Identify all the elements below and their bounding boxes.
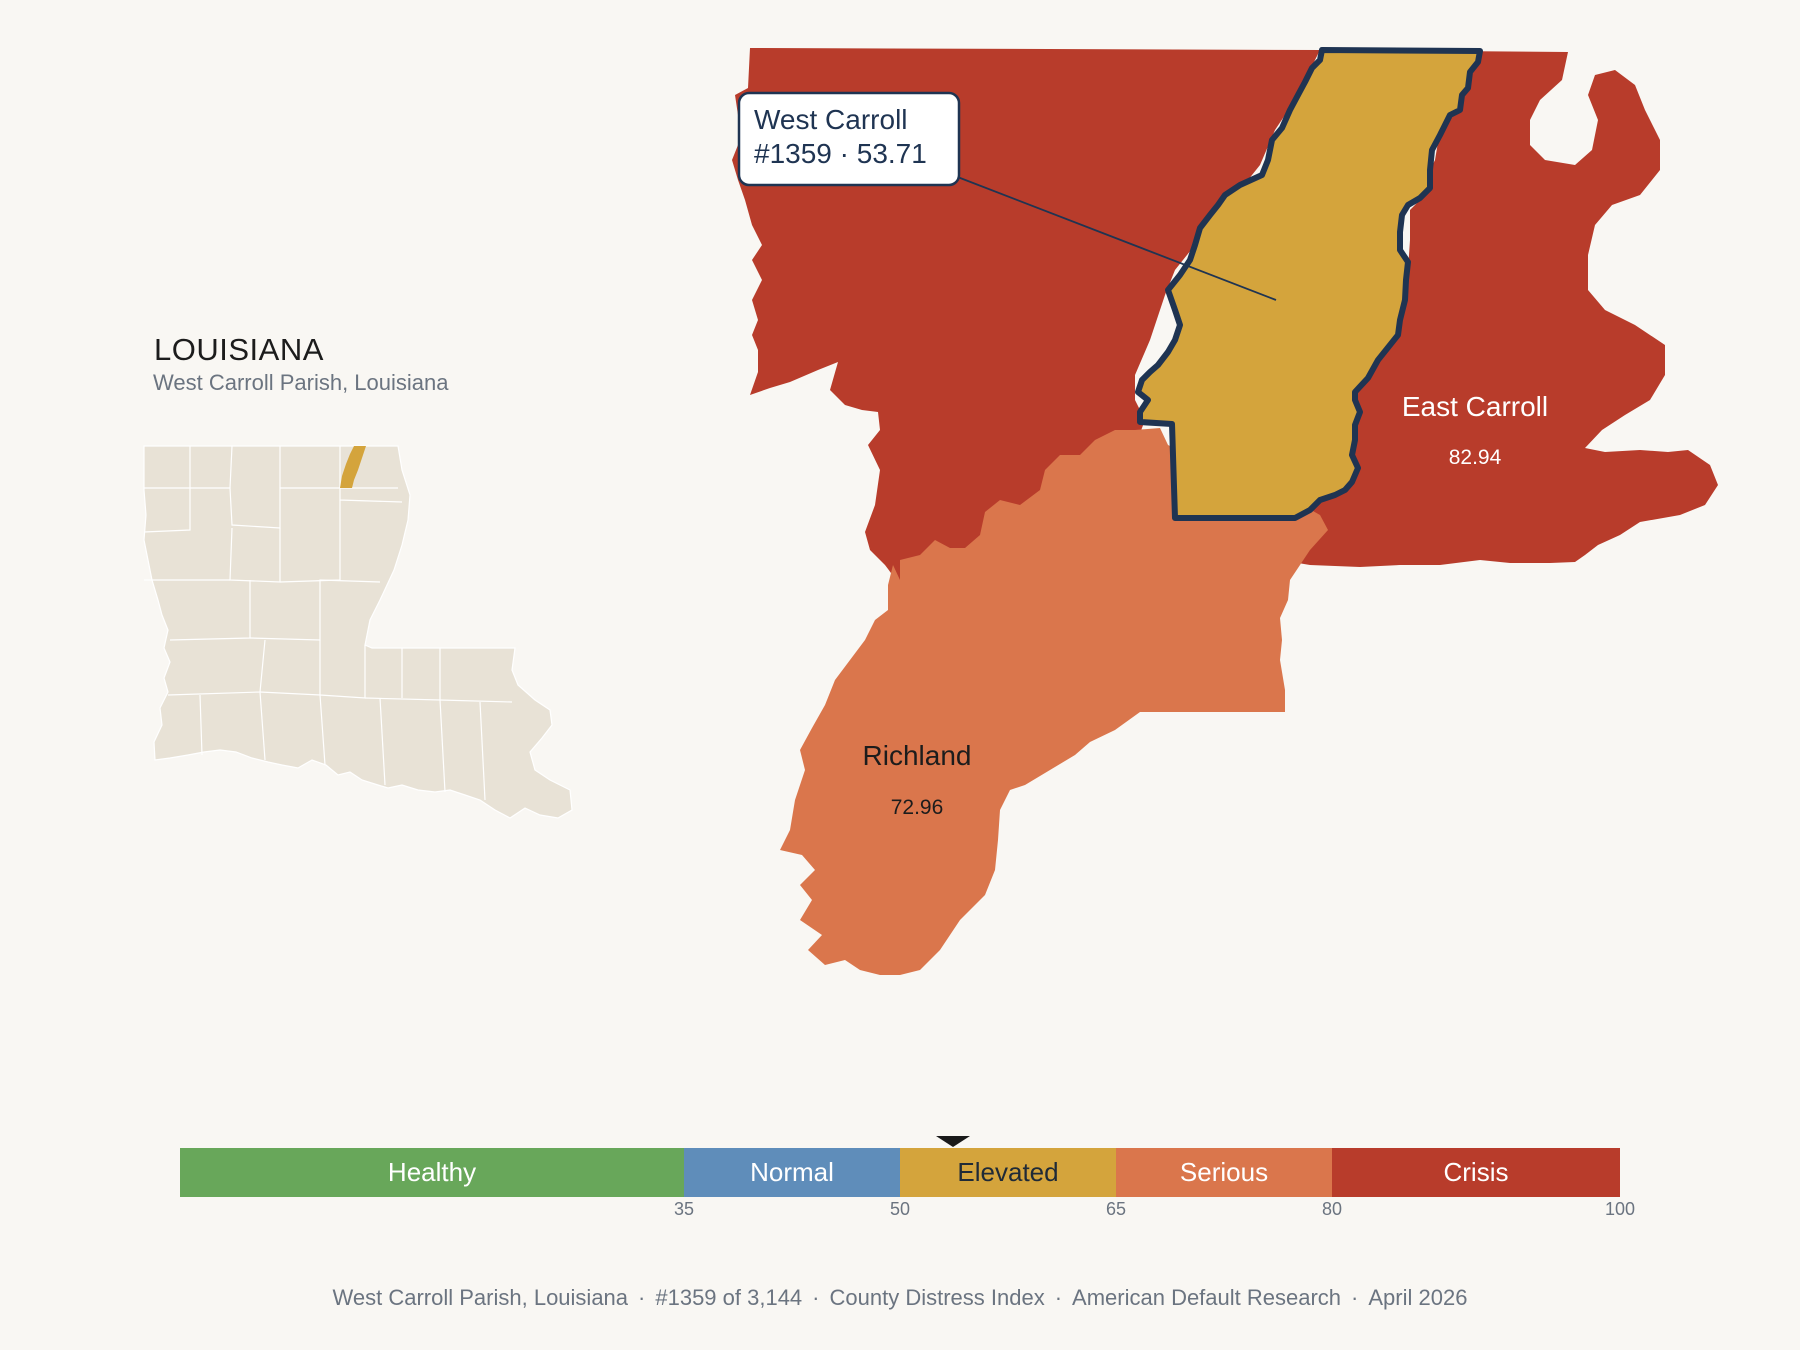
footer-caption: West Carroll Parish, Louisiana · #1359 of … (332, 1285, 1468, 1310)
footer-index: County Distress Index (829, 1285, 1045, 1310)
legend-segment-serious: Serious (1116, 1148, 1332, 1197)
state-subtitle: West Carroll Parish, Louisiana (153, 370, 449, 395)
footer-source: American Default Research (1072, 1285, 1342, 1310)
legend-label-normal: Normal (750, 1157, 834, 1187)
callout-rank-score: #1359 · 53.71 (754, 138, 927, 169)
parish-east-carroll[interactable] (1280, 50, 1718, 567)
legend-bar: Healthy Normal Elevated Serious Crisis (180, 1148, 1620, 1197)
parish-richland[interactable] (780, 428, 1328, 975)
louisiana-state-shape (143, 445, 573, 819)
parish-score-east-carroll: 82.94 (1449, 446, 1502, 469)
callout-leader-line (954, 175, 1277, 301)
footer-date: April 2026 (1368, 1285, 1468, 1310)
callout-box (737, 91, 961, 187)
parish-label-east-carroll: East Carroll (1402, 391, 1548, 422)
legend-segment-elevated: Elevated (900, 1148, 1116, 1197)
footer-parish: West Carroll Parish, Louisiana (332, 1285, 629, 1310)
legend-label-crisis: Crisis (1443, 1157, 1509, 1187)
inset-parish-borders (143, 445, 513, 801)
legend-label-healthy: Healthy (387, 1157, 477, 1187)
callout-name: West Carroll (754, 104, 908, 135)
legend-tick-50: 50 (889, 1199, 911, 1219)
state-title: LOUISIANA (154, 332, 324, 367)
legend-label-elevated: Elevated (957, 1157, 1059, 1187)
legend-tick-35: 35 (673, 1199, 695, 1219)
parish-label-richland: Richland (863, 740, 972, 771)
legend-tick-100: 100 (1604, 1199, 1636, 1219)
legend-segment-crisis: Crisis (1332, 1148, 1620, 1197)
legend-score-marker (936, 1136, 971, 1147)
inset-west-carroll (340, 446, 366, 488)
legend-segment-healthy: Healthy (180, 1148, 684, 1197)
parish-score-richland: 72.96 (891, 796, 944, 819)
louisiana-inset-map (143, 445, 573, 819)
parish-west-carroll[interactable] (1135, 47, 1483, 521)
footer-rank: #1359 of 3,144 (655, 1285, 803, 1310)
legend-label-serious: Serious (1179, 1157, 1269, 1187)
legend-tick-80: 80 (1321, 1199, 1343, 1219)
legend-tick-65: 65 (1105, 1199, 1127, 1219)
legend-segment-normal: Normal (684, 1148, 900, 1197)
